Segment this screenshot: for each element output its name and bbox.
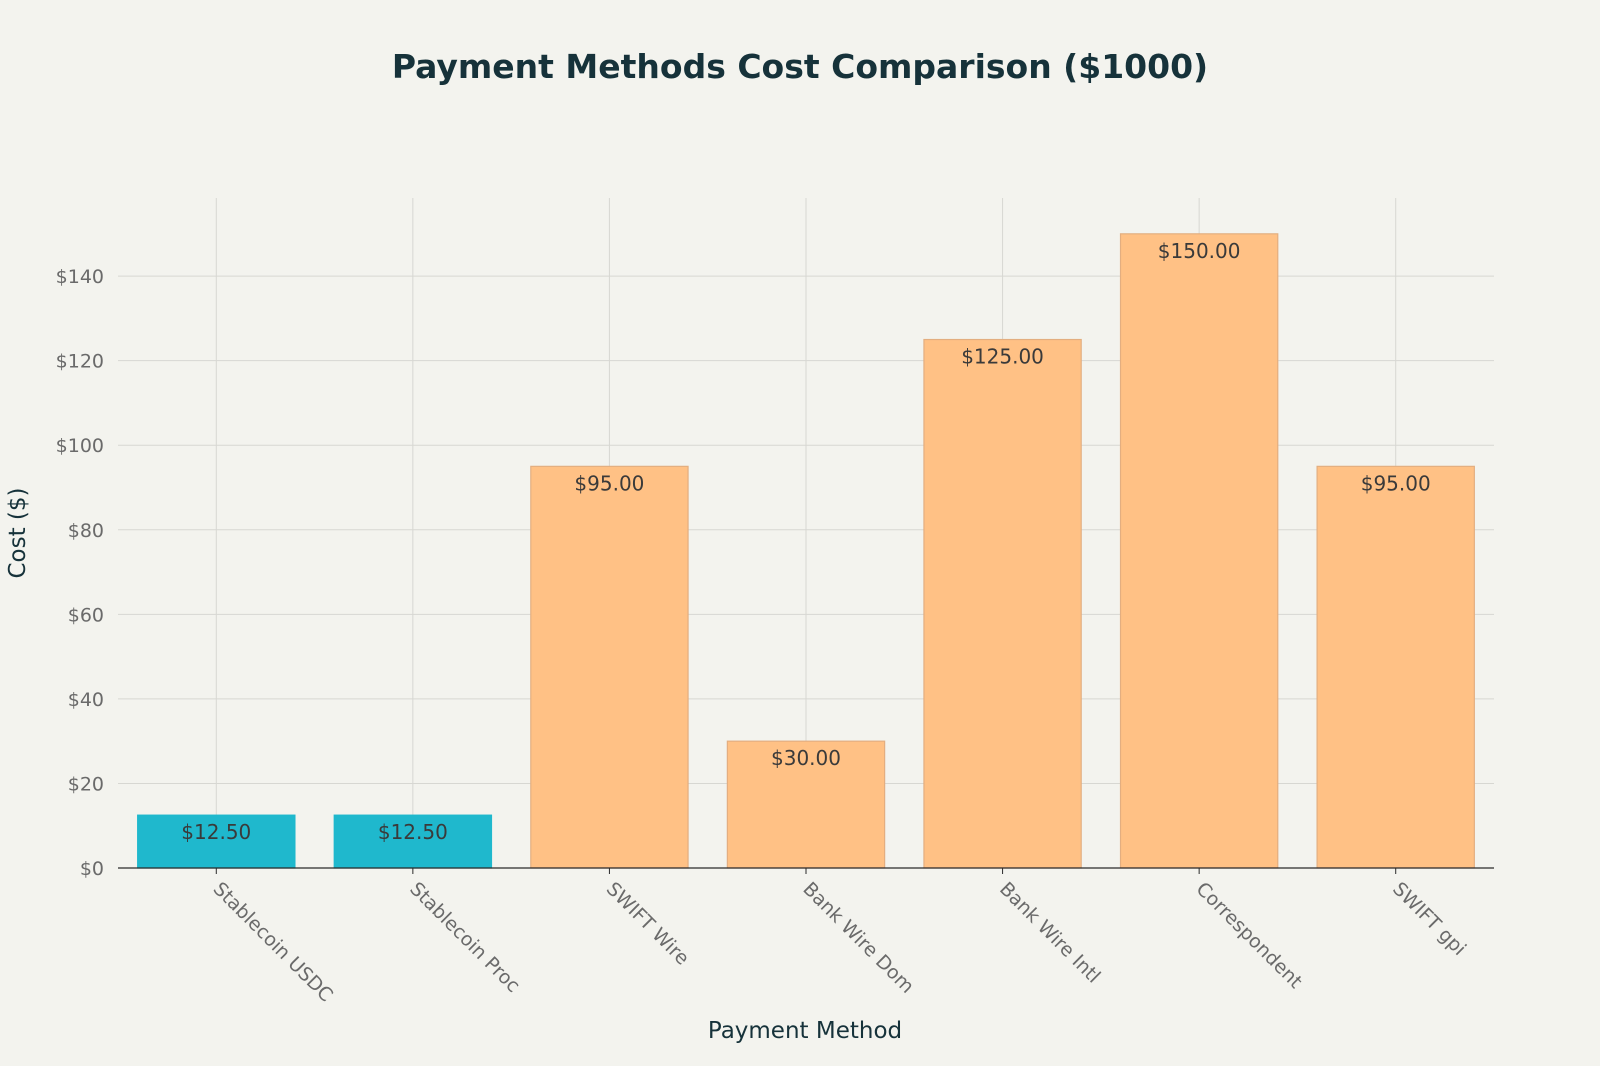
data-labels-layer: $12.50 $12.50 $95.00 $30.00 $125.00 $150.00 $9…: [181, 239, 1430, 844]
data-label: $12.50: [181, 820, 251, 844]
x-tick-label: Stablecoin Proc: [405, 878, 524, 997]
x-tick-label: Correspondent: [1192, 878, 1307, 993]
bar: [1316, 465, 1475, 869]
y-tick-label: $60: [68, 604, 104, 626]
chart-title: Payment Methods Cost Comparison ($1000): [392, 47, 1208, 86]
y-tick-label: $100: [56, 435, 104, 457]
data-label: $95.00: [1361, 471, 1431, 495]
y-tick-label: $140: [56, 266, 104, 288]
bar: [137, 814, 296, 869]
y-tick-label: $20: [68, 773, 104, 795]
y-axis-title: Cost ($): [5, 487, 31, 578]
data-label: $30.00: [771, 746, 841, 770]
bar: [1119, 233, 1279, 869]
bar: [923, 338, 1082, 869]
data-label: $150.00: [1158, 239, 1241, 263]
data-label: $95.00: [574, 471, 644, 495]
x-tick-label: SWIFT Wire: [602, 878, 694, 970]
x-tick-label: Bank Wire Dom: [798, 878, 918, 998]
data-label: $12.50: [378, 820, 448, 844]
bar: [726, 740, 886, 869]
x-axis-title: Payment Method: [708, 1018, 902, 1044]
x-tick-label: SWIFT gpi: [1388, 878, 1470, 960]
x-tick-label: Bank Wire Intl: [995, 878, 1105, 988]
y-tick-label: $80: [68, 520, 104, 542]
data-label: $125.00: [961, 345, 1044, 369]
x-tick-label: Stablecoin USDC: [209, 878, 337, 1006]
bar: [530, 465, 689, 869]
y-tick-label: $0: [80, 858, 104, 880]
y-tick-label: $120: [56, 351, 104, 373]
bars-layer: [137, 233, 1475, 869]
bar: [333, 814, 493, 869]
y-tick-label: $40: [68, 689, 104, 711]
